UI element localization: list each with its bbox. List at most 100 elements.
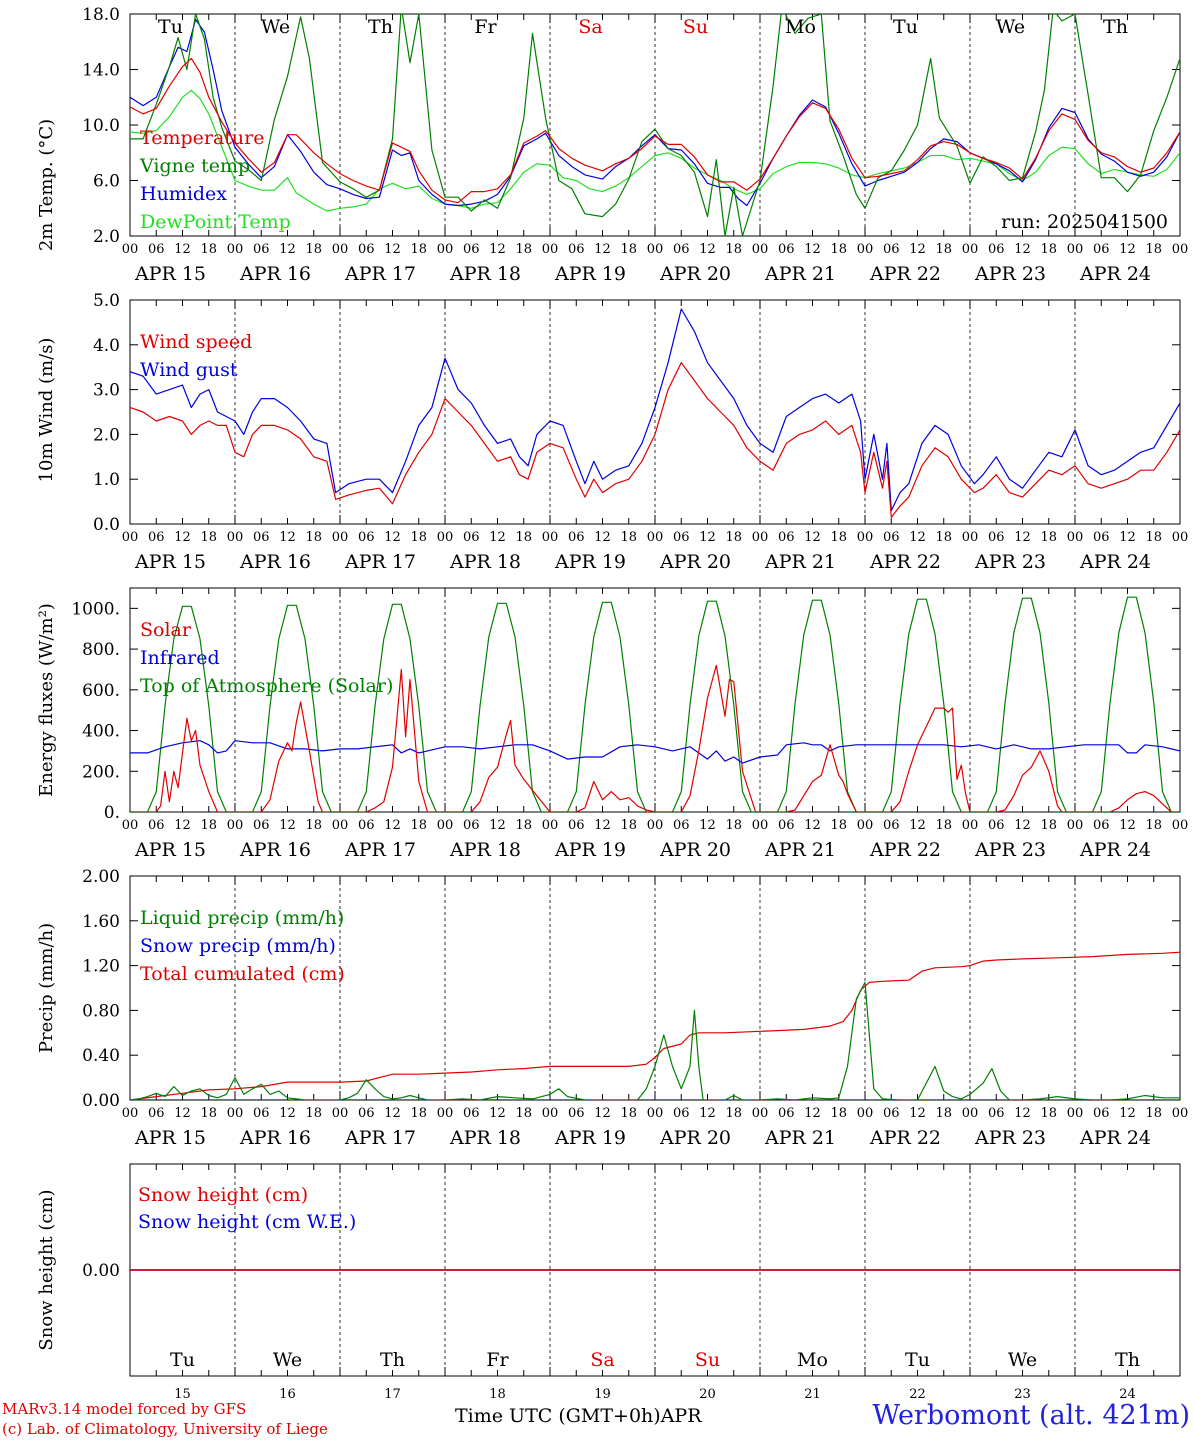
hour-tick-label: 18	[515, 242, 532, 257]
hour-tick-label: 18	[620, 1106, 637, 1121]
hour-tick-label: 06	[463, 530, 480, 545]
hour-tick-label: 18	[1145, 530, 1162, 545]
y-tick-label: 3.0	[93, 381, 120, 401]
date-label: APR 24	[1079, 263, 1151, 285]
hour-tick-label: 18	[725, 818, 742, 833]
series-line-top-of-atmosphere-solar-	[130, 596, 1180, 812]
hour-tick-label: 00	[542, 242, 559, 257]
hour-tick-label: 00	[122, 818, 139, 833]
hour-tick-label: 12	[804, 818, 821, 833]
panel-1: 00 06 12 18 00 06 12 18 00 06 12 18 00 06 12 18 00 06 12 18…	[36, 5, 1189, 285]
hour-tick-label: 00	[857, 530, 874, 545]
hour-tick-label: 18	[935, 1106, 952, 1121]
date-label: APR 20	[659, 263, 731, 285]
hour-tick-label: 12	[699, 818, 716, 833]
hour-tick-label: 18	[620, 242, 637, 257]
hour-tick-label: 18	[1040, 530, 1057, 545]
legend-label: Wind gust	[140, 359, 238, 381]
hour-tick-label: 06	[673, 1106, 690, 1121]
hour-tick-label: 18	[830, 818, 847, 833]
date-label: APR 22	[869, 1127, 941, 1149]
legend-label: Solar	[140, 619, 192, 641]
hour-tick-label: 06	[148, 818, 165, 833]
hour-tick-label: 18	[305, 1106, 322, 1121]
legend-label: Liquid precip (mm/h)	[140, 907, 344, 929]
hour-tick-label: 00	[962, 818, 979, 833]
hour-tick-label: 12	[804, 530, 821, 545]
y-axis-title: 2m Temp. (°C)	[36, 119, 57, 251]
hour-tick-label: 06	[463, 242, 480, 257]
hour-tick-label: 06	[673, 818, 690, 833]
day-number-label: 17	[384, 1387, 401, 1402]
date-label: APR 19	[554, 551, 626, 573]
legend-label: Snow height (cm W.E.)	[138, 1211, 356, 1233]
y-tick-label: 0.0	[93, 515, 120, 535]
hour-tick-label: 00	[1172, 1106, 1189, 1121]
hour-tick-label: 00	[1067, 530, 1084, 545]
series-line-wind-speed	[130, 362, 1180, 518]
month-label: APR	[660, 1405, 702, 1427]
hour-tick-label: 12	[279, 818, 296, 833]
hour-tick-label: 18	[725, 530, 742, 545]
hour-tick-label: 12	[279, 242, 296, 257]
hour-tick-label: 18	[200, 530, 217, 545]
weekday-label: Sa	[578, 16, 602, 38]
hour-tick-label: 18	[305, 818, 322, 833]
hour-tick-label: 06	[253, 530, 270, 545]
series-line-wind-gust	[130, 308, 1180, 512]
date-label: APR 15	[134, 263, 206, 285]
hour-tick-label: 12	[1014, 530, 1031, 545]
hour-tick-label: 12	[1014, 1106, 1031, 1121]
hour-tick-label: 00	[122, 1106, 139, 1121]
date-label: APR 21	[764, 263, 836, 285]
weekday-label: Mo	[797, 1349, 828, 1371]
series-group	[130, 308, 1180, 518]
series-line-infrared	[130, 740, 1180, 764]
hour-tick-label: 06	[883, 1106, 900, 1121]
panel-5: 0.00 Snow height (cm) Snow height (cm) Snow…	[36, 1163, 1181, 1402]
hour-tick-label: 12	[909, 242, 926, 257]
hour-tick-label: 18	[1145, 818, 1162, 833]
hour-tick-label: 00	[752, 818, 769, 833]
date-label: APR 21	[764, 839, 836, 861]
hour-tick-label: 06	[148, 530, 165, 545]
hour-tick-label: 06	[883, 530, 900, 545]
y-tick-label: 14.0	[82, 61, 120, 81]
y-tick-label: 1.0	[93, 470, 120, 490]
date-label: APR 18	[449, 839, 521, 861]
hour-tick-label: 18	[200, 818, 217, 833]
hour-tick-label: 06	[673, 530, 690, 545]
hour-tick-label: 06	[358, 818, 375, 833]
hour-tick-label: 06	[988, 242, 1005, 257]
hour-tick-label: 00	[1172, 242, 1189, 257]
hour-tick-label: 18	[830, 530, 847, 545]
hour-tick-label: 12	[909, 1106, 926, 1121]
hour-tick-label: 18	[200, 1106, 217, 1121]
date-label: APR 24	[1079, 839, 1151, 861]
date-label: APR 20	[659, 551, 731, 573]
y-tick-label: 2.0	[93, 227, 120, 247]
hour-tick-label: 06	[673, 242, 690, 257]
lab-credit: (c) Lab. of Climatology, University of L…	[2, 1420, 328, 1438]
hour-tick-label: 12	[804, 242, 821, 257]
weekday-label: Tu	[170, 1349, 195, 1371]
hour-tick-label: 00	[1067, 1106, 1084, 1121]
day-number-label: 21	[804, 1387, 821, 1402]
hour-tick-label: 00	[647, 1106, 664, 1121]
hour-tick-label: 00	[227, 530, 244, 545]
y-tick-label: 800.	[82, 640, 120, 660]
weekday-label: Fr	[486, 1349, 509, 1371]
day-number-label: 18	[489, 1387, 506, 1402]
hour-tick-label: 18	[935, 818, 952, 833]
date-label: APR 23	[974, 1127, 1046, 1149]
hour-tick-label: 18	[830, 1106, 847, 1121]
series-group	[130, 951, 1180, 1100]
hour-tick-label: 00	[752, 242, 769, 257]
date-label: APR 16	[239, 1127, 311, 1149]
hour-tick-label: 12	[489, 530, 506, 545]
date-label: APR 17	[344, 839, 416, 861]
weekday-label: We	[273, 1349, 302, 1371]
weekday-label: Tu	[905, 1349, 930, 1371]
y-tick-label: 6.0	[93, 172, 120, 192]
hour-tick-label: 12	[279, 1106, 296, 1121]
